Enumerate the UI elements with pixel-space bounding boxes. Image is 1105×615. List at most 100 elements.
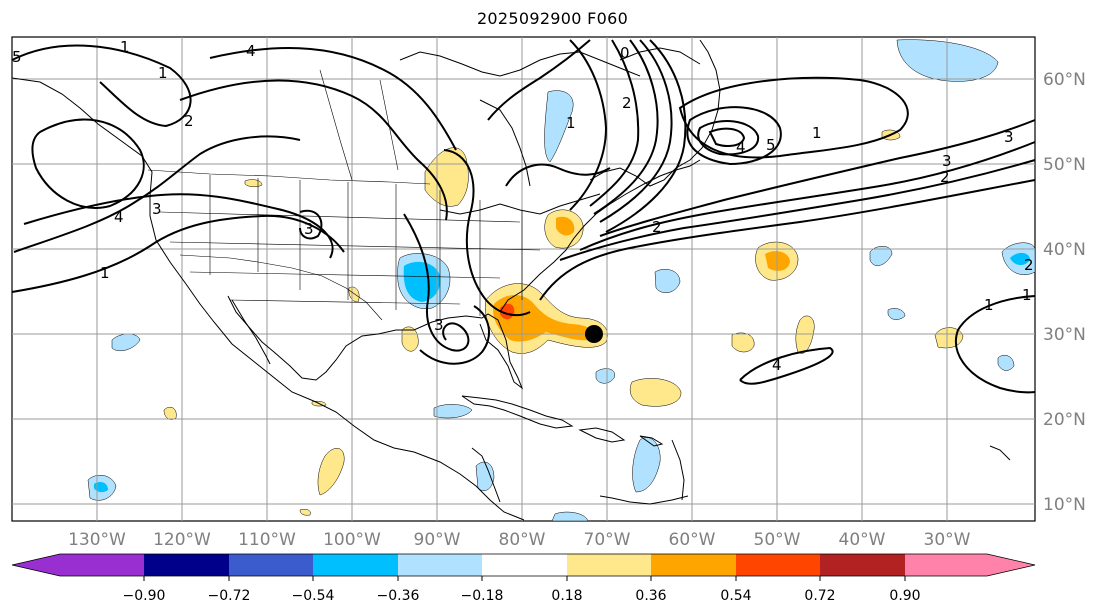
lon-label: 70°W — [584, 530, 631, 550]
anomaly-region — [493, 295, 595, 342]
anomaly-region — [163, 407, 177, 420]
contour-label: 0 — [620, 44, 630, 62]
colorbar-segment — [144, 554, 229, 576]
colorbar-segment — [313, 554, 398, 576]
colorbar-tick-marks — [143, 576, 906, 581]
contour-label: 1 — [100, 264, 110, 282]
contour-label: 4 — [246, 42, 256, 60]
contour-label: 1 — [566, 114, 576, 132]
lat-label: 50°N — [1043, 155, 1086, 175]
contour-label: 1 — [984, 296, 994, 314]
lon-label: 110°W — [238, 530, 296, 550]
colorbar-segment — [736, 554, 820, 576]
lon-label: 50°W — [754, 530, 801, 550]
contour-label: 5 — [12, 48, 22, 66]
anomaly-region — [403, 261, 441, 302]
colorbar: −0.90 −0.72 −0.54 −0.36 −0.18 0.18 0.36 … — [11, 553, 1036, 604]
anomaly-region — [1010, 252, 1030, 266]
colorbar-segment — [60, 554, 144, 576]
coastlines — [11, 39, 1011, 521]
contour-label: 2 — [652, 218, 662, 236]
colorbar-tick-label: −0.72 — [208, 588, 251, 604]
contour-label: 1 — [812, 124, 822, 142]
contour-label: 3 — [1004, 128, 1014, 146]
colorbar-segment — [567, 554, 651, 576]
contour-label: 2 — [940, 168, 950, 186]
lat-label: 20°N — [1043, 410, 1086, 430]
lon-label: 30°W — [924, 530, 971, 550]
colorbar-tick-label: −0.36 — [377, 588, 420, 604]
anomaly-region — [887, 308, 906, 320]
contour-label: 2 — [1024, 256, 1034, 274]
contour-label: 2 — [184, 112, 194, 130]
colorbar-tick-label: −0.54 — [292, 588, 335, 604]
contour-label: 3 — [152, 200, 162, 218]
anomaly-region — [424, 147, 469, 207]
anomaly-region — [544, 90, 574, 163]
anomaly-region — [299, 508, 311, 516]
colorbar-segment — [482, 554, 567, 576]
lon-label: 100°W — [323, 530, 381, 550]
colorbar-tick-label: 0.72 — [804, 588, 835, 604]
map-frame — [11, 36, 1036, 522]
colorbar-segment — [905, 554, 987, 576]
political-borders — [147, 69, 541, 321]
colorbar-extend-high — [987, 554, 1035, 576]
colorbar-segment — [229, 554, 313, 576]
contour-label: 4 — [114, 208, 124, 226]
contour-label: 1 — [120, 38, 130, 56]
shaded-fields — [87, 39, 1036, 522]
colorbar-segment — [820, 554, 905, 576]
anomaly-region — [629, 378, 682, 407]
colorbar-tick-label: 0.54 — [720, 588, 751, 604]
contour-labels: 5 4 1 2 3 4 3 2 1 3 1 2 0 1 5 4 3 2 3 4 … — [12, 38, 1034, 374]
lon-label: 80°W — [499, 530, 546, 550]
contour-label: 3 — [304, 220, 314, 238]
anomaly-region — [556, 216, 575, 236]
anomaly-region — [731, 332, 755, 353]
latitude-labels: 60°N 50°N 40°N 30°N 20°N 10°N — [1043, 70, 1086, 515]
longitude-labels: 130°W 120°W 110°W 100°W 90°W 80°W 70°W 6… — [68, 530, 971, 550]
contour-label: 1 — [1022, 286, 1032, 304]
anomaly-region — [632, 437, 661, 493]
lon-label: 60°W — [669, 530, 716, 550]
anomaly-region — [433, 404, 473, 419]
contour-label: 4 — [772, 356, 782, 374]
contour-label: 1 — [158, 64, 168, 82]
chart-title: 2025092900 F060 — [476, 9, 629, 28]
lat-label: 30°N — [1043, 325, 1086, 345]
colorbar-extend-low — [12, 554, 60, 576]
anomaly-region — [111, 333, 141, 351]
colorbar-tick-labels: −0.90 −0.72 −0.54 −0.36 −0.18 0.18 0.36 … — [123, 588, 921, 604]
anomaly-region — [551, 511, 589, 522]
contour-label: 5 — [766, 136, 776, 154]
lon-label: 90°W — [414, 530, 461, 550]
colorbar-tick-label: −0.18 — [461, 588, 504, 604]
colorbar-segment — [651, 554, 736, 576]
lon-label: 120°W — [153, 530, 211, 550]
contour-label: 3 — [942, 152, 952, 170]
lon-label: 130°W — [68, 530, 126, 550]
anomaly-region — [997, 355, 1015, 371]
lat-label: 10°N — [1043, 495, 1086, 515]
contour-label: 3 — [434, 316, 444, 334]
map-panel: 5 4 1 2 3 4 3 2 1 3 1 2 0 1 5 4 3 2 3 4 … — [11, 36, 1036, 522]
colorbar-tick-label: 0.36 — [635, 588, 666, 604]
storm-center-marker — [585, 325, 603, 343]
colorbar-outline — [11, 553, 1036, 577]
anomaly-region — [869, 246, 893, 266]
contour-label: 4 — [736, 138, 746, 156]
colorbar-tick-label: 0.90 — [889, 588, 920, 604]
anomaly-region — [654, 269, 681, 294]
contour-label: 2 — [622, 94, 632, 112]
lon-label: 40°W — [839, 530, 886, 550]
anomaly-region — [317, 448, 345, 496]
colorbar-tick-label: −0.90 — [123, 588, 166, 604]
colorbar-segment — [398, 554, 482, 576]
contour-lines — [11, 39, 1036, 394]
lat-label: 60°N — [1043, 70, 1086, 90]
anomaly-region — [401, 326, 419, 352]
anomaly-region — [595, 368, 615, 384]
lat-label: 40°N — [1043, 240, 1086, 260]
